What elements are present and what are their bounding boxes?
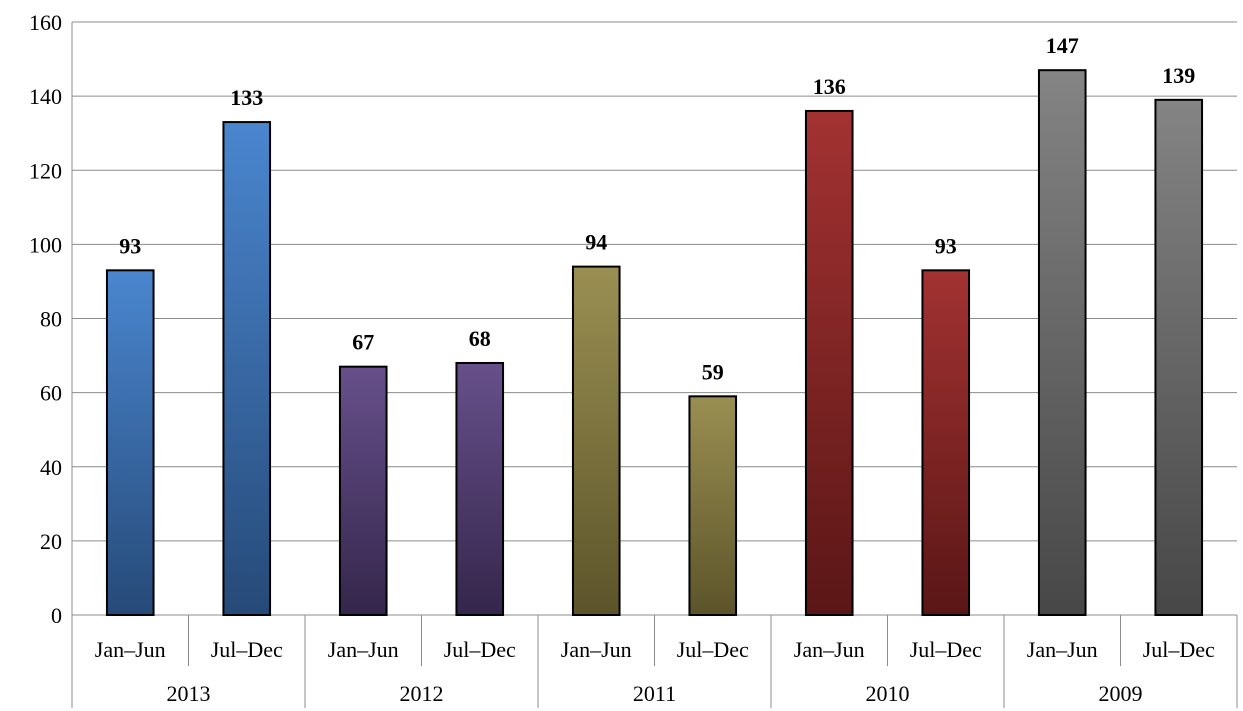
y-tick-label: 120 <box>29 158 62 183</box>
y-axis-ticks: 0 20 40 60 80 100 120 140 160 <box>29 10 62 628</box>
x-category-label: Jul–Dec <box>444 637 516 662</box>
x-category-label: Jan–Jun <box>1027 637 1098 662</box>
bar <box>455 361 505 616</box>
data-label: 94 <box>585 230 607 255</box>
data-label: 67 <box>352 330 374 355</box>
bar <box>921 269 971 616</box>
data-label: 133 <box>230 85 263 110</box>
data-label: 93 <box>935 233 957 258</box>
x-group-label: 2012 <box>400 681 444 706</box>
x-category-label: Jul–Dec <box>677 637 749 662</box>
bar <box>222 121 272 616</box>
data-labels: 93 133 67 68 94 59 136 93 147 139 <box>119 33 1195 384</box>
bars <box>105 69 1204 617</box>
data-label: 59 <box>702 359 724 384</box>
x-group-label: 2011 <box>633 681 676 706</box>
data-label: 93 <box>119 233 141 258</box>
x-category-label: Jul–Dec <box>1143 637 1215 662</box>
x-category-label: Jan–Jun <box>794 637 865 662</box>
bar <box>105 269 155 616</box>
x-category-label: Jul–Dec <box>910 637 982 662</box>
bar <box>688 395 738 616</box>
data-label: 139 <box>1162 63 1195 88</box>
y-tick-label: 60 <box>40 381 62 406</box>
y-tick-label: 100 <box>29 232 62 257</box>
bar <box>804 109 854 616</box>
y-tick-label: 80 <box>40 307 62 332</box>
y-tick-label: 160 <box>29 10 62 35</box>
y-tick-label: 140 <box>29 84 62 109</box>
bar <box>1037 69 1087 616</box>
x-category-label: Jan–Jun <box>561 637 632 662</box>
y-tick-label: 40 <box>40 455 62 480</box>
x-group-label: 2009 <box>1099 681 1143 706</box>
bar <box>1154 98 1204 617</box>
y-tick-label: 0 <box>51 603 62 628</box>
bar <box>571 265 621 616</box>
x-category-label: Jan–Jun <box>328 637 399 662</box>
data-label: 68 <box>469 326 491 351</box>
data-label: 136 <box>813 74 846 99</box>
bar <box>338 365 388 616</box>
x-group-label: 2013 <box>167 681 211 706</box>
y-tick-label: 20 <box>40 529 62 554</box>
data-label: 147 <box>1046 33 1079 58</box>
x-category-label: Jul–Dec <box>211 637 283 662</box>
x-category-label: Jan–Jun <box>95 637 166 662</box>
x-group-label: 2010 <box>866 681 910 706</box>
